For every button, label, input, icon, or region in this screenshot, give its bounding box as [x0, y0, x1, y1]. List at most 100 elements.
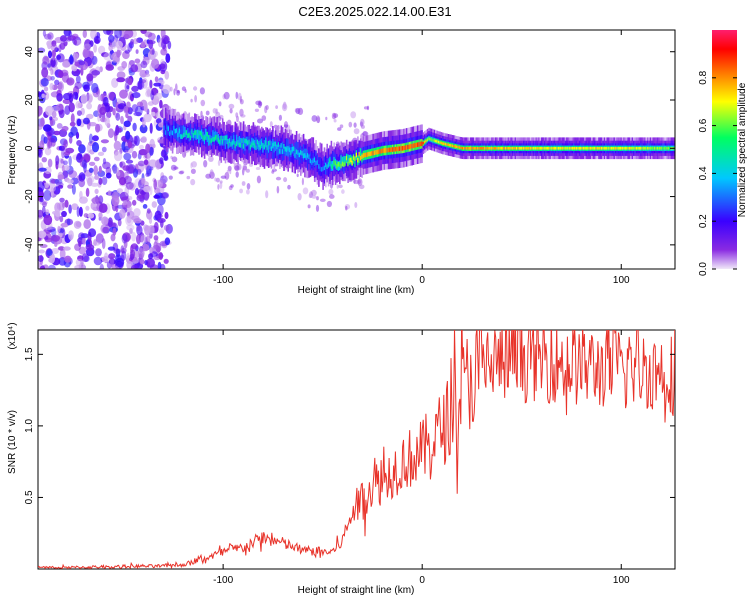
heatmap-cell	[556, 147, 558, 150]
heatmap-cell	[607, 147, 610, 150]
heatmap-cell	[160, 48, 168, 56]
heatmap-cell	[616, 147, 618, 150]
heatmap-cell	[341, 161, 344, 167]
heatmap-cell	[217, 184, 220, 190]
heatmap-cell	[266, 145, 269, 150]
heatmap-cell	[153, 221, 159, 233]
heatmap-cell	[49, 116, 53, 121]
heatmap-cell	[320, 161, 323, 172]
heatmap-cell	[215, 177, 220, 183]
heatmap-cell	[666, 147, 668, 150]
heatmap-cell	[46, 226, 56, 232]
heatmap-cell	[651, 147, 653, 150]
heatmap-cell	[302, 187, 309, 195]
heatmap-cell	[136, 234, 141, 245]
heatmap-cell	[281, 149, 284, 154]
heatmap-cell	[609, 147, 611, 150]
heatmap-cell	[127, 78, 133, 86]
heatmap-cell	[326, 159, 328, 169]
heatmap-cell	[633, 147, 635, 150]
heatmap-cell	[424, 140, 426, 144]
heatmap-cell	[393, 147, 395, 152]
heatmap-cell	[188, 133, 191, 138]
heatmap-cell	[567, 147, 570, 150]
heatmap-cell	[298, 152, 301, 158]
heatmap-cell	[51, 50, 57, 58]
heatmap-cell	[385, 148, 387, 153]
heatmap-cell	[75, 75, 81, 84]
heatmap-cell	[311, 160, 313, 165]
heatmap-cell	[619, 147, 621, 150]
heatmap-cell	[58, 246, 65, 251]
heatmap-cell	[127, 141, 133, 149]
heatmap-cell	[79, 190, 83, 200]
heatmap-cell	[415, 142, 418, 148]
heatmap-cell	[429, 137, 432, 141]
heatmap-cell	[478, 147, 480, 150]
heatmap-cell	[276, 185, 280, 194]
heatmap-cell	[568, 147, 571, 150]
heatmap-cell	[86, 102, 92, 110]
heatmap-cell	[492, 147, 494, 150]
heatmap-cell	[642, 147, 645, 150]
heatmap-cell	[635, 147, 638, 150]
heatmap-cell	[123, 152, 132, 161]
heatmap-cell	[631, 147, 634, 150]
heatmap-cell	[140, 41, 146, 48]
heatmap-cell	[294, 153, 296, 158]
heatmap-cell	[160, 30, 166, 39]
heatmap-cell	[175, 83, 178, 92]
heatmap-cell	[461, 146, 464, 150]
heatmap-cell	[62, 60, 71, 68]
heatmap-cell	[358, 184, 365, 190]
heatmap-cell	[133, 136, 138, 145]
heatmap-cell	[252, 140, 255, 146]
heatmap-cell	[284, 146, 287, 152]
heatmap-cell	[173, 126, 175, 137]
heatmap-cell	[510, 147, 512, 150]
heatmap-cell	[502, 147, 504, 150]
heatmap-cell	[148, 39, 154, 49]
colorbar-tick-label: 0.6	[698, 118, 709, 132]
heatmap-cell	[88, 167, 94, 173]
heatmap-cell	[339, 162, 341, 167]
heatmap-cell	[45, 209, 50, 216]
heatmap-cell	[305, 148, 308, 159]
heatmap-cell	[123, 120, 131, 128]
heatmap-cell	[241, 138, 243, 143]
heatmap-cell	[119, 208, 126, 219]
heatmap-cell	[390, 147, 393, 152]
heatmap-cell	[101, 238, 106, 250]
heatmap-cell	[38, 47, 46, 54]
heatmap-cell	[548, 147, 550, 150]
heatmap-cell	[535, 147, 538, 150]
heatmap-cell	[257, 118, 263, 124]
heatmap-cell	[45, 105, 55, 116]
heatmap-cell	[261, 115, 267, 121]
heatmap-cell	[439, 141, 441, 144]
heatmap-cell	[42, 55, 50, 65]
heatmap-cell	[451, 144, 454, 148]
heatmap-cell	[60, 35, 67, 42]
heatmap-cell	[148, 216, 153, 225]
heatmap-cell	[496, 147, 498, 150]
heatmap-cell	[221, 139, 224, 144]
heatmap-cell	[88, 161, 96, 166]
heatmap-cell	[315, 155, 317, 166]
heatmap-cell	[215, 135, 217, 140]
heatmap-cell	[61, 125, 69, 132]
heatmap-cell	[644, 147, 646, 150]
heatmap-cell	[400, 146, 402, 151]
heatmap-cell	[658, 147, 660, 150]
heatmap-cell	[148, 253, 154, 260]
heatmap-cell	[546, 147, 549, 150]
heatmap-cell	[162, 84, 171, 94]
heatmap-cell	[230, 184, 234, 188]
heatmap-cell	[363, 106, 369, 110]
heatmap-cell	[329, 158, 331, 164]
heatmap-cell	[479, 147, 482, 150]
heatmap-cell	[217, 137, 220, 143]
colorbar-gradient	[712, 30, 737, 269]
heatmap-cell	[287, 147, 289, 157]
